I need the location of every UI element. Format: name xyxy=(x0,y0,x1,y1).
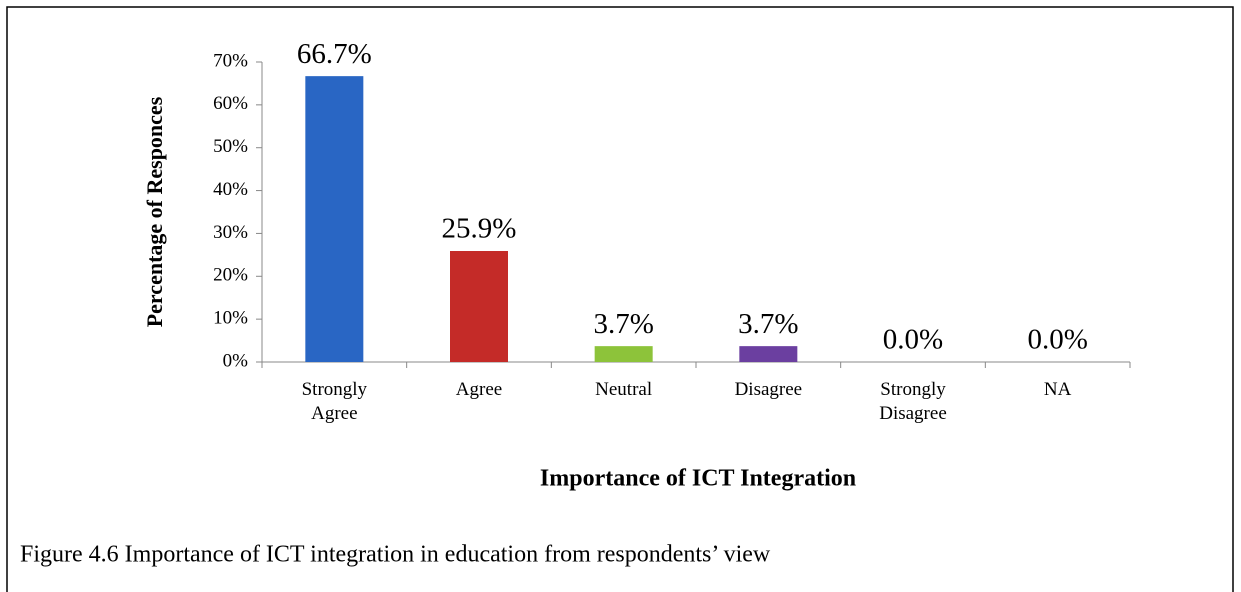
bar xyxy=(305,76,364,363)
bar xyxy=(594,346,653,362)
x-tick-label: NA xyxy=(1043,379,1072,400)
value-label: 25.9% xyxy=(442,213,517,245)
x-tick-label: Agree xyxy=(455,379,503,400)
y-tick-label: 60% xyxy=(213,93,248,114)
x-tick-label-box: Strongly Agree xyxy=(301,379,368,424)
y-tick-label: 20% xyxy=(213,265,248,286)
bar xyxy=(450,251,508,362)
x-tick-label-box: Neutral xyxy=(595,379,653,400)
x-tick-label: Strongly Disagree xyxy=(879,379,947,424)
value-label: 66.7% xyxy=(297,38,372,70)
value-label: 0.0% xyxy=(1027,324,1087,356)
y-tick-label: 0% xyxy=(223,350,249,371)
x-tick-label: Disagree xyxy=(734,379,803,400)
frame xyxy=(6,6,1234,592)
caption: Figure 4.6 Importance of ICT integration… xyxy=(20,542,771,568)
y-tick-label: 40% xyxy=(213,179,248,200)
value-label: 3.7% xyxy=(593,308,653,340)
y-tick-label: 30% xyxy=(213,222,248,243)
x-tick-label: Strongly Agree xyxy=(301,379,368,424)
x-tick-label-box: NA xyxy=(1043,379,1072,400)
value-label: 3.7% xyxy=(738,308,798,340)
x-tick-label: Neutral xyxy=(595,379,653,400)
x-tick-label-box: Agree xyxy=(455,379,503,400)
x-tick-label-box: Strongly Disagree xyxy=(879,379,947,424)
y-tick-label: 10% xyxy=(213,308,248,329)
y-axis-label: Percentage of Responces xyxy=(142,96,167,327)
bar xyxy=(739,346,798,362)
y-tick-label: 70% xyxy=(213,50,248,71)
x-axis-label: Importance of ICT Integration xyxy=(540,466,856,492)
value-label: 0.0% xyxy=(883,324,943,356)
x-tick-label-box: Disagree xyxy=(734,379,803,400)
y-tick-label: 50% xyxy=(213,136,248,157)
